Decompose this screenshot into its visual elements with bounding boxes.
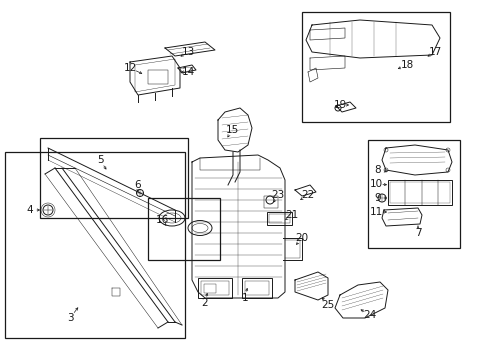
Text: 10: 10 bbox=[368, 179, 382, 189]
Bar bbox=[148, 198, 220, 260]
Bar bbox=[268, 214, 289, 223]
Bar bbox=[201, 281, 228, 295]
Text: 20: 20 bbox=[295, 233, 308, 243]
Bar bbox=[302, 12, 449, 122]
Text: 18: 18 bbox=[400, 60, 413, 70]
Text: 8: 8 bbox=[374, 165, 381, 175]
Text: 16: 16 bbox=[155, 215, 168, 225]
Bar bbox=[148, 70, 168, 84]
Text: 6: 6 bbox=[134, 180, 141, 190]
Text: 7: 7 bbox=[414, 228, 421, 238]
Text: 21: 21 bbox=[285, 210, 298, 220]
Bar bbox=[5, 152, 184, 338]
Bar bbox=[387, 180, 451, 205]
Text: 4: 4 bbox=[27, 205, 33, 215]
Bar bbox=[242, 278, 271, 298]
Text: 12: 12 bbox=[123, 63, 136, 73]
Text: 1: 1 bbox=[241, 293, 248, 303]
Bar bbox=[264, 196, 278, 208]
Bar bbox=[40, 138, 187, 218]
Text: 5: 5 bbox=[97, 155, 103, 165]
Text: 24: 24 bbox=[363, 310, 376, 320]
Bar bbox=[203, 284, 216, 293]
Text: 3: 3 bbox=[66, 313, 73, 323]
Bar bbox=[367, 140, 459, 248]
Bar bbox=[198, 278, 231, 298]
Text: 14: 14 bbox=[181, 67, 194, 77]
Bar bbox=[389, 182, 449, 203]
Text: 2: 2 bbox=[201, 298, 208, 308]
Text: 23: 23 bbox=[271, 190, 284, 200]
Text: 15: 15 bbox=[225, 125, 238, 135]
Text: 22: 22 bbox=[301, 190, 314, 200]
Text: 11: 11 bbox=[368, 207, 382, 217]
Text: 17: 17 bbox=[427, 47, 441, 57]
Text: 19: 19 bbox=[333, 100, 346, 110]
Text: 9: 9 bbox=[374, 193, 381, 203]
Bar bbox=[266, 212, 291, 225]
Text: 13: 13 bbox=[181, 47, 194, 57]
Text: 25: 25 bbox=[321, 300, 334, 310]
Bar bbox=[244, 281, 268, 295]
